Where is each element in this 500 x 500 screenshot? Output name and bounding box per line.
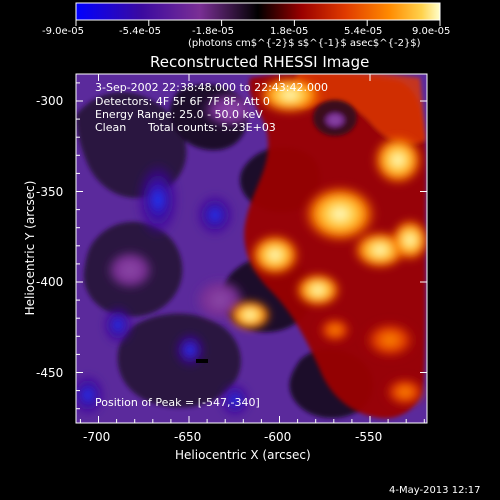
hot-spot bbox=[390, 218, 427, 262]
energy-range-label: Energy Range: 25.0 - 50.0 keV bbox=[95, 108, 263, 121]
heatmap-image bbox=[76, 74, 427, 423]
x-axis-title: Heliocentric X (arcsec) bbox=[175, 448, 311, 462]
ring-structure bbox=[313, 100, 357, 136]
colorbar-tick-label-1: -5.4e-05 bbox=[119, 26, 161, 37]
blue-blob bbox=[136, 162, 180, 238]
purple-blobs bbox=[106, 92, 258, 322]
blue-blob bbox=[102, 305, 134, 345]
y-tick-label-1: -350 bbox=[36, 185, 64, 199]
axis-ticks bbox=[76, 74, 427, 423]
colorbar-tick-label-3: 1.8e-05 bbox=[270, 26, 309, 37]
footer-timestamp: 4-May-2013 12:17 bbox=[389, 485, 481, 496]
hot-spot bbox=[256, 75, 324, 115]
hot-spot bbox=[302, 184, 378, 244]
hot-spot bbox=[228, 299, 272, 331]
warm-region bbox=[293, 74, 426, 144]
colorbar-tick-label-0: -9.0e-05 bbox=[42, 26, 84, 37]
colorbar-gradient bbox=[76, 3, 440, 20]
x-tick-label-3: -550 bbox=[355, 430, 383, 444]
blue-blob bbox=[219, 382, 251, 418]
y-tick-label-2: -400 bbox=[36, 275, 64, 289]
peak-position-label: Position of Peak = [-547,-340] bbox=[95, 396, 260, 409]
colorbar-tick-label-5: 9.0e-05 bbox=[412, 26, 451, 37]
marker-dash bbox=[196, 359, 208, 363]
purple-blob bbox=[202, 92, 258, 128]
colorbar-unit-label: (photons cm$^{-2}$ s$^{-1}$ asec$^{-2}$) bbox=[188, 38, 421, 49]
plot-frame bbox=[75, 73, 428, 424]
plot-title: Reconstructed RHESSI Image bbox=[150, 53, 370, 71]
colorbar-tick-label-2: -1.8e-05 bbox=[192, 26, 234, 37]
y-tick-label-3: -450 bbox=[36, 366, 64, 380]
clean-label: Clean bbox=[95, 121, 127, 134]
blue-blob bbox=[76, 373, 106, 417]
y-axis-title: Heliocentric Y (arcsec) bbox=[23, 180, 37, 316]
ring-center bbox=[323, 111, 347, 129]
blue-blob bbox=[195, 193, 235, 237]
hot-spot bbox=[294, 272, 342, 308]
hot-spot bbox=[249, 233, 301, 277]
colorbar-ticks bbox=[75, 20, 441, 26]
time-range-label: 3-Sep-2002 22:38:48.000 to 22:43:42.000 bbox=[95, 81, 328, 94]
total-counts-label: Total counts: 5.23E+03 bbox=[148, 121, 276, 134]
colorbar-tick-label-4: 5.4e-05 bbox=[344, 26, 383, 37]
bright-blobs bbox=[228, 75, 427, 408]
warm-spot bbox=[383, 376, 427, 408]
colorbar-frame bbox=[75, 2, 441, 21]
x-tick-label-2: -600 bbox=[264, 430, 292, 444]
colorbar-unit-text: (photons cm$^{-2}$ s$^{-1}$ asec$^{-2}$) bbox=[188, 38, 421, 49]
purple-blob bbox=[106, 250, 154, 290]
x-tick-label-1: -650 bbox=[174, 430, 202, 444]
detectors-label: Detectors: 4F 5F 6F 7F 8F, Att 0 bbox=[95, 95, 270, 108]
y-tick-label-0: -300 bbox=[36, 94, 64, 108]
hot-spot bbox=[372, 134, 424, 186]
warm-spot bbox=[362, 320, 418, 360]
x-tick-label-0: -700 bbox=[83, 430, 111, 444]
blue-blobs bbox=[76, 162, 251, 418]
warm-spot bbox=[317, 316, 353, 344]
